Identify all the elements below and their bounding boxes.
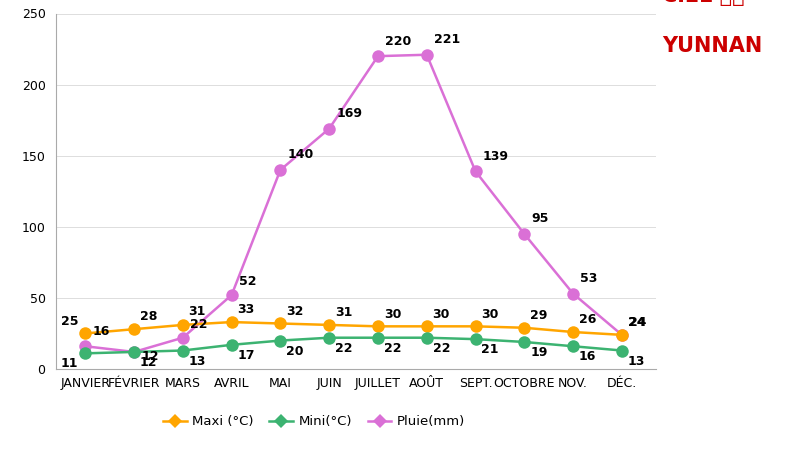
Text: 221: 221: [434, 33, 460, 46]
Text: YUNNAN: YUNNAN: [662, 36, 762, 56]
Text: 11: 11: [61, 357, 78, 370]
Text: 25: 25: [61, 315, 78, 328]
Text: 140: 140: [288, 148, 314, 162]
Text: 20: 20: [286, 345, 304, 358]
Text: 32: 32: [286, 305, 304, 318]
Text: 22: 22: [384, 342, 402, 355]
Text: 220: 220: [386, 35, 411, 48]
Text: 33: 33: [238, 303, 254, 316]
Text: 26: 26: [579, 313, 596, 326]
Text: 95: 95: [532, 212, 549, 225]
Text: 17: 17: [238, 349, 255, 362]
Text: 28: 28: [140, 310, 158, 324]
Text: 30: 30: [433, 308, 450, 321]
Text: 24: 24: [629, 316, 646, 329]
Text: 30: 30: [384, 308, 401, 321]
Text: 16: 16: [579, 350, 596, 363]
Legend: Maxi (°C), Mini(°C), Pluie(mm): Maxi (°C), Mini(°C), Pluie(mm): [158, 410, 470, 433]
Text: CIEL 雲南: CIEL 雲南: [662, 0, 745, 6]
Text: 169: 169: [337, 107, 362, 120]
Text: 12: 12: [142, 350, 159, 363]
Text: 13: 13: [189, 355, 206, 368]
Text: 24: 24: [628, 316, 646, 329]
Text: 31: 31: [335, 306, 352, 319]
Text: 31: 31: [189, 305, 206, 318]
Text: 13: 13: [628, 355, 645, 368]
Text: 12: 12: [140, 356, 158, 369]
Text: 29: 29: [530, 309, 547, 322]
Text: 22: 22: [433, 342, 450, 355]
Text: 53: 53: [580, 272, 598, 285]
Text: 30: 30: [482, 308, 498, 321]
Text: 22: 22: [335, 342, 353, 355]
Text: 52: 52: [239, 275, 257, 288]
Text: 19: 19: [530, 346, 547, 359]
Text: 139: 139: [483, 150, 509, 163]
Text: 22: 22: [190, 318, 208, 331]
Text: 21: 21: [482, 343, 499, 356]
Text: 16: 16: [93, 325, 110, 338]
